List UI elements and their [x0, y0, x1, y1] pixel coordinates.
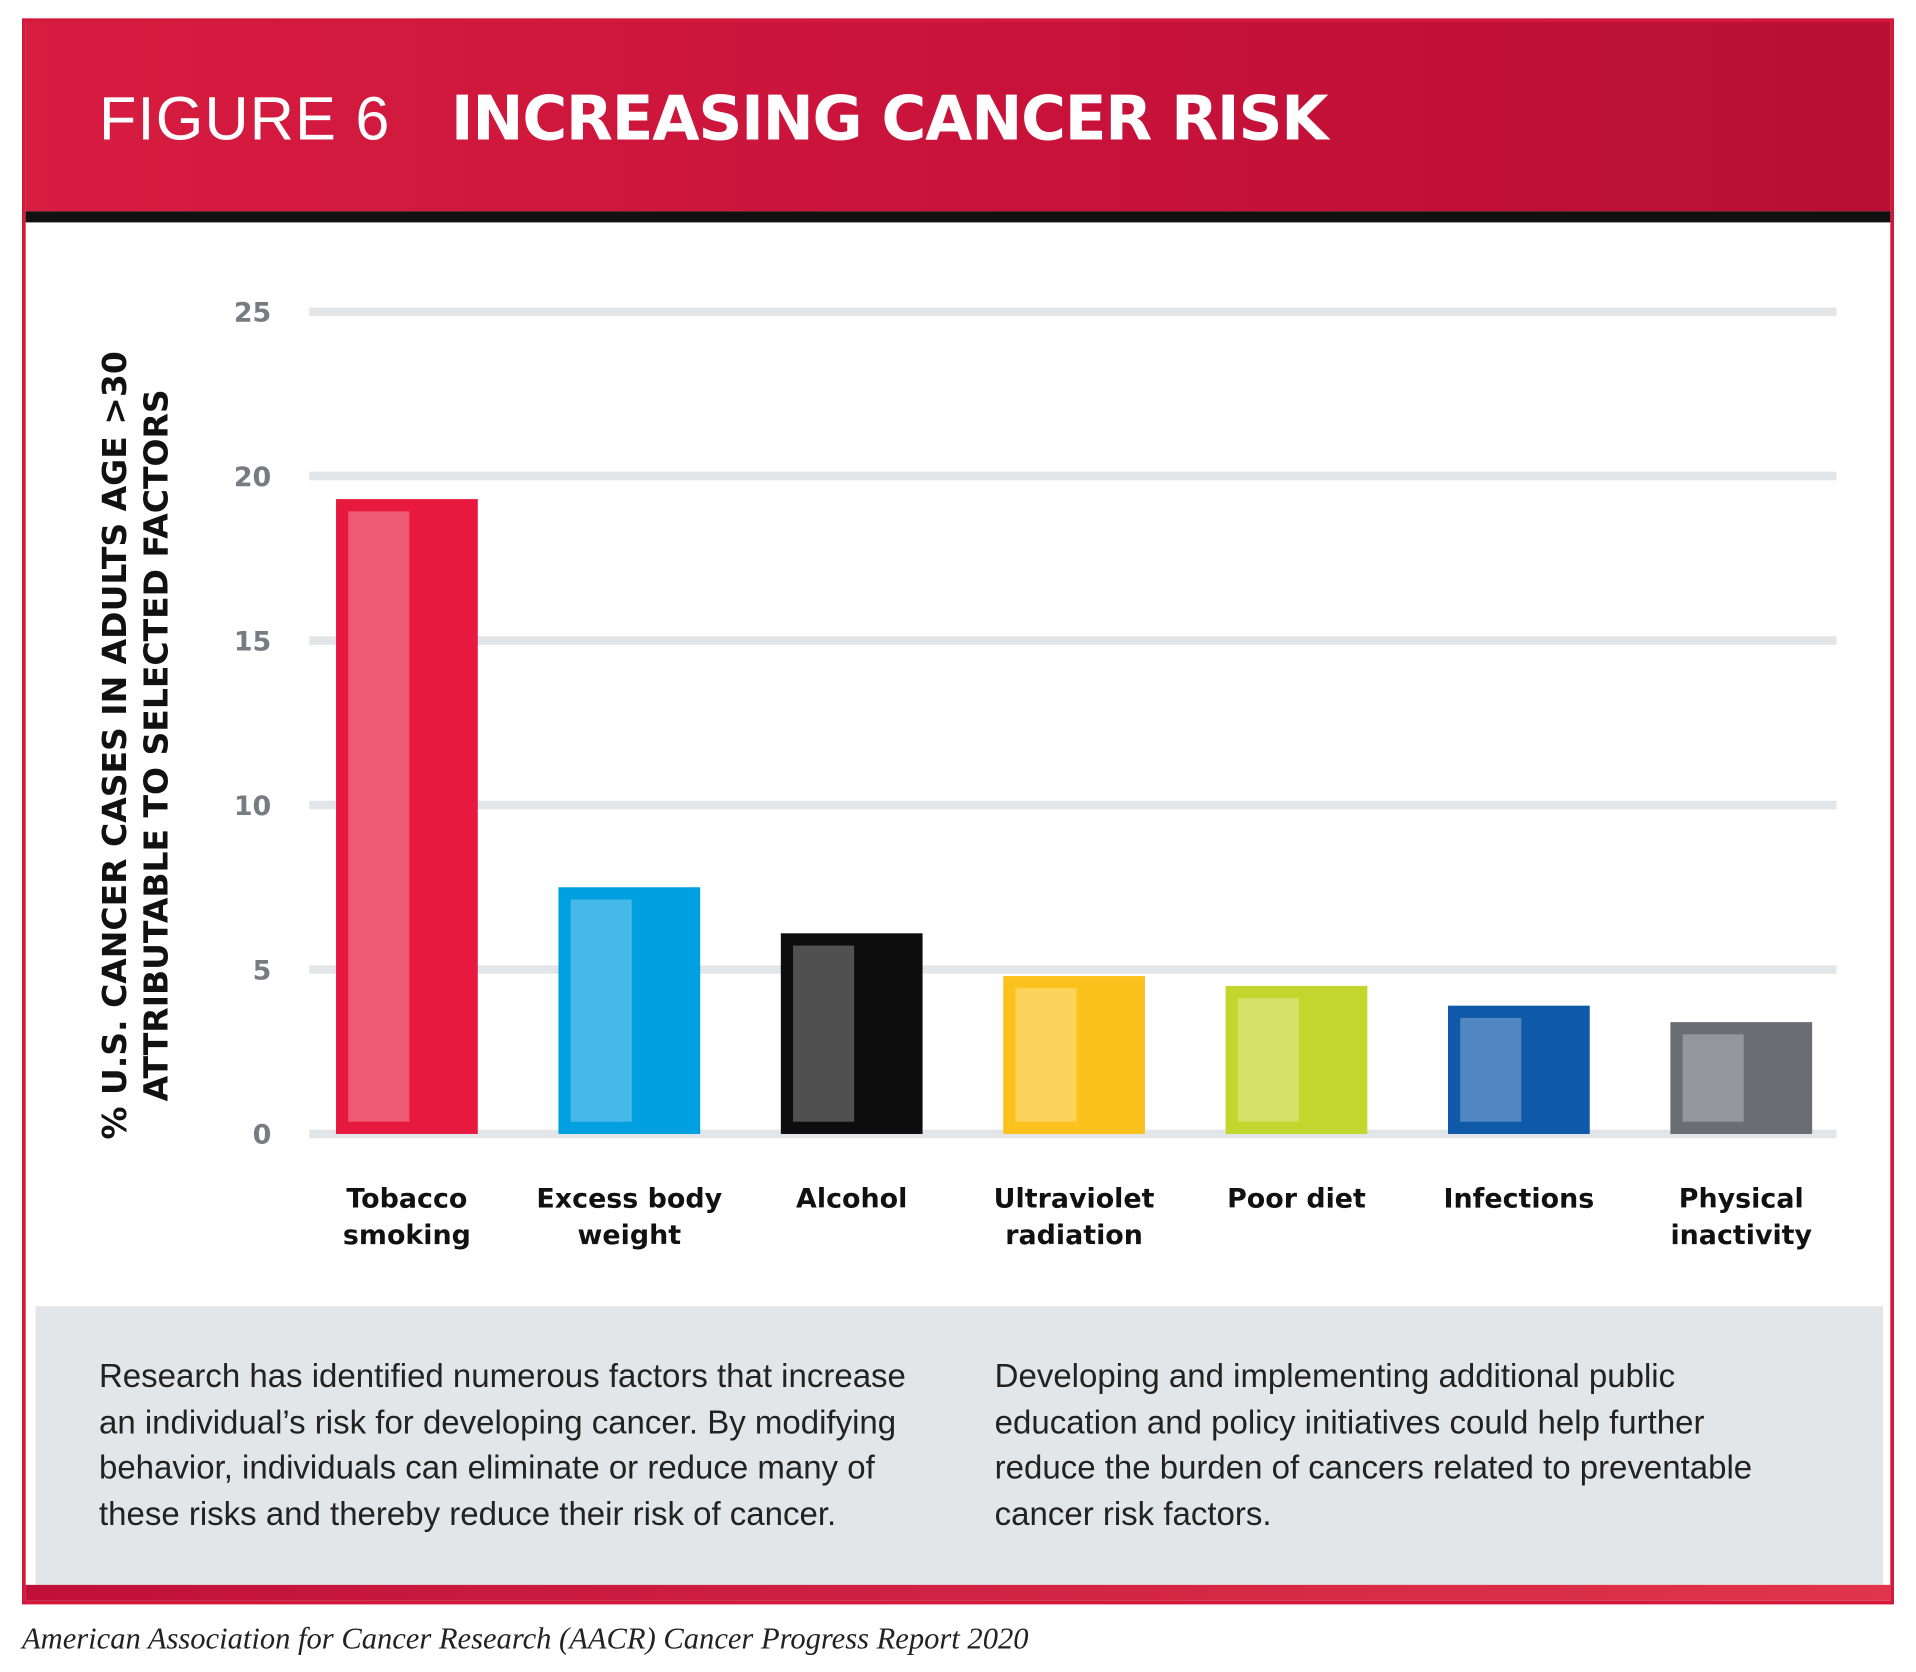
description: Research has identified numerous factors… [98, 1357, 1753, 1532]
y-tick-label: 5 [253, 955, 272, 986]
bar-highlight [1015, 988, 1077, 1122]
bar [336, 499, 478, 1134]
x-tick-label: Alcohol [796, 1184, 908, 1215]
frame: FIGURE 6 INCREASING CANCER RISK Research… [21, 18, 1895, 1605]
y-axis-label: ATTRIBUTABLE TO SELECTED FACTORS [136, 389, 175, 1101]
y-tick-label: 10 [234, 791, 271, 822]
bar [1225, 985, 1368, 1134]
y-tick-label: 25 [234, 297, 271, 328]
x-tick-label: Physical inactivity [1670, 1184, 1813, 1252]
bottom-strip [25, 1584, 1891, 1601]
y-axis-label: % U.S. CANCER CASES IN ADULTS AGE >30 [95, 351, 134, 1139]
bar-highlight [1460, 1017, 1522, 1122]
bar [780, 933, 923, 1134]
source: American Association for Cancer Research… [21, 1622, 1029, 1656]
bar [1447, 1005, 1590, 1134]
chart-title: INCREASING CANCER RISK [450, 83, 1329, 154]
x-tick-label: Tobacco smoking [342, 1184, 471, 1252]
bar [1003, 976, 1145, 1134]
bar-highlight [570, 899, 632, 1122]
y-tick-label: 15 [234, 626, 271, 657]
bar [558, 887, 701, 1134]
bar [1670, 1022, 1813, 1134]
x-tick-label: Ultraviolet radiation [993, 1184, 1155, 1252]
x-tick-label: Poor diet [1227, 1184, 1366, 1215]
y-tick-label: 0 [253, 1120, 272, 1151]
header-rule [25, 211, 1891, 223]
y-tick-label: 20 [234, 462, 271, 493]
bar-highlight [348, 511, 410, 1122]
x-tick-label: Infections [1443, 1184, 1595, 1215]
description-panel [35, 1306, 1884, 1585]
figure-label: FIGURE 6 [98, 84, 391, 153]
header: FIGURE 6 INCREASING CANCER RISK [25, 21, 1891, 212]
bar-highlight [1682, 1034, 1744, 1122]
bar-highlight [1237, 998, 1299, 1122]
bar-highlight [793, 945, 855, 1122]
x-tick-label: Excess body weight [536, 1184, 723, 1252]
